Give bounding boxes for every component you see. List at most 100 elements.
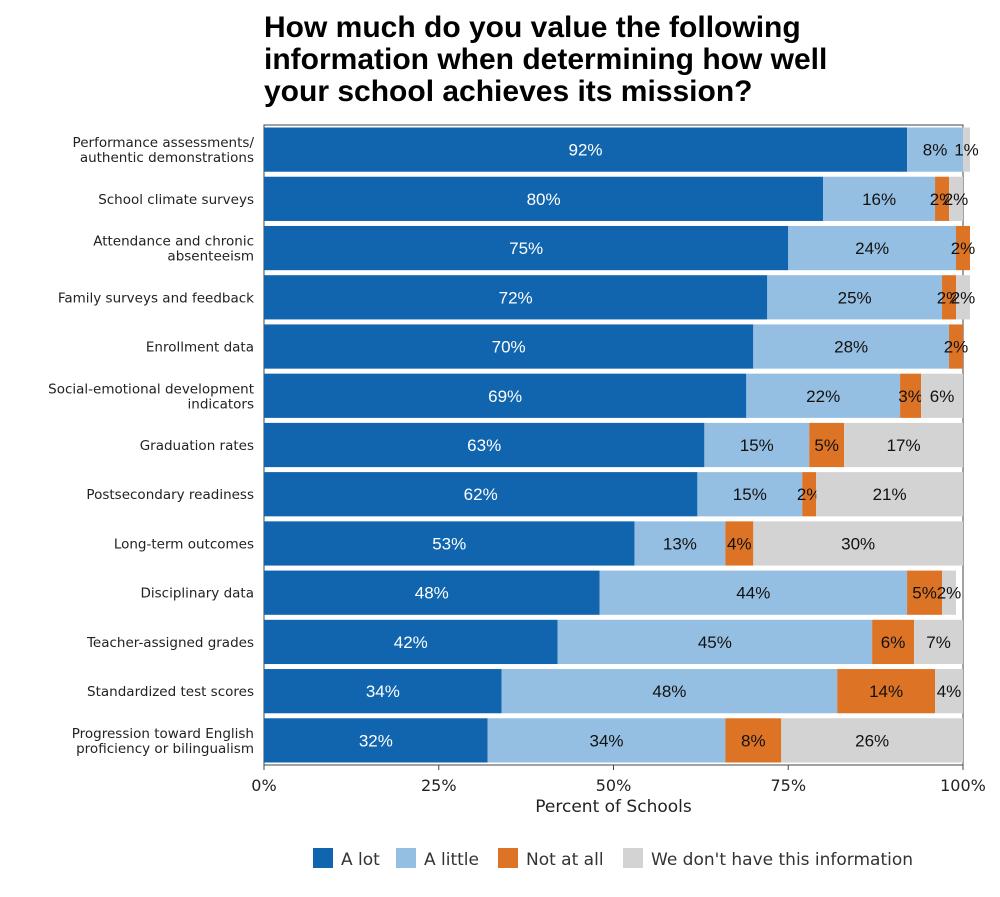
bar-segment	[753, 324, 950, 369]
bar-segment	[816, 472, 963, 517]
x-tick-label: 50%	[596, 776, 632, 795]
data-label: 63%	[467, 436, 501, 455]
data-label: 24%	[855, 239, 889, 258]
category-label: Postsecondary readiness	[86, 487, 254, 503]
bar-segment	[823, 176, 936, 221]
bars: 92% 8% 1%80% 16% 2%2%75% 24% 2%72% 25% 2%2%70% 28…	[263, 124, 979, 766]
data-label: 14%	[869, 682, 903, 701]
category-labels: Performance assessments/authentic demons…	[48, 135, 254, 757]
bar-segment	[935, 176, 950, 221]
bar-segment	[634, 521, 726, 566]
bar-segment	[264, 521, 635, 566]
legend-swatch	[498, 848, 518, 868]
bar-segment	[264, 669, 502, 714]
category-label: Family surveys and feedback	[58, 290, 254, 306]
x-tick-label: 25%	[421, 776, 457, 795]
bar-segment	[697, 472, 803, 517]
data-label: 22%	[806, 387, 840, 406]
bar-segment	[914, 619, 963, 665]
category-label: Long-term outcomes	[114, 536, 254, 552]
bar-segment	[264, 225, 789, 271]
legend-swatch	[623, 848, 643, 868]
data-label: 48%	[652, 682, 686, 701]
bar-segment	[949, 176, 963, 221]
data-label: 69%	[488, 387, 522, 406]
data-label: 34%	[366, 682, 400, 701]
category-label: Teacher-assigned grades	[86, 635, 254, 651]
bar-segment	[264, 422, 705, 468]
data-label: 80%	[527, 190, 561, 209]
legend-swatch	[396, 848, 416, 868]
category-label: proficiency or bilingualism	[76, 741, 254, 757]
bar-segment	[264, 718, 488, 763]
data-label: 2%	[797, 485, 822, 504]
bar-segment	[781, 718, 963, 763]
data-label: 6%	[930, 387, 955, 406]
bar-segment	[264, 176, 824, 221]
data-label: 92%	[569, 141, 603, 160]
bar-segment	[264, 275, 768, 320]
data-label: 48%	[415, 584, 449, 603]
legend-label: We don't have this information	[651, 850, 913, 870]
data-label: 2%	[944, 190, 969, 209]
data-label: 5%	[814, 436, 839, 455]
legend-label: A lot	[341, 850, 380, 870]
category-label: Progression toward English	[72, 726, 254, 742]
bar-segment	[704, 422, 810, 468]
category-label: Social-emotional development	[48, 381, 254, 397]
data-label: 34%	[589, 731, 623, 750]
x-tick-label: 0%	[251, 776, 276, 795]
data-label: 1%	[954, 141, 979, 160]
bar-segment	[487, 718, 726, 763]
bar-segment	[963, 127, 970, 172]
bar-segment	[837, 669, 936, 714]
data-label: 26%	[855, 731, 889, 750]
bar-segment	[942, 570, 957, 615]
bar-segment	[956, 275, 970, 320]
data-label: 17%	[887, 436, 921, 455]
data-label: 6%	[881, 633, 906, 652]
category-label: Graduation rates	[140, 438, 254, 454]
bar-segment	[844, 422, 963, 468]
category-label: Disciplinary data	[141, 586, 255, 602]
data-label: 2%	[951, 239, 976, 258]
bar-segment	[935, 669, 963, 714]
chart-title: How much do you value the followinginfor…	[264, 11, 827, 108]
category-label: authentic demonstrations	[80, 150, 254, 166]
bar-segment	[501, 669, 838, 714]
bar-segment	[264, 324, 754, 369]
bar-segment	[753, 521, 963, 566]
bar-segment	[557, 619, 873, 665]
bar-segment	[872, 619, 915, 665]
data-label: 2%	[951, 288, 976, 307]
data-label: 2%	[937, 584, 962, 603]
bar-segment	[907, 127, 963, 172]
bar-segment	[900, 373, 922, 418]
category-label: absenteeism	[167, 249, 254, 265]
bar-segment	[956, 225, 970, 271]
bar-segment	[788, 225, 957, 271]
category-label: School climate surveys	[98, 192, 254, 208]
data-label: 62%	[464, 485, 498, 504]
category-label: Attendance and chronic	[93, 234, 254, 250]
data-label: 25%	[838, 288, 872, 307]
chart-title-line: How much do you value the following	[264, 11, 801, 44]
bar-segment	[599, 570, 908, 615]
legend-label: Not at all	[526, 850, 604, 870]
x-axis-title: Percent of Schools	[535, 797, 692, 817]
data-label: 2%	[930, 190, 955, 209]
data-label: 2%	[944, 338, 969, 357]
category-label: Standardized test scores	[87, 684, 254, 700]
data-label: 28%	[834, 338, 868, 357]
legend: A lot A little Not at all We don't have thi…	[313, 848, 913, 870]
data-label: 42%	[394, 633, 428, 652]
data-label: 5%	[912, 584, 937, 603]
data-label: 8%	[741, 731, 766, 750]
legend-swatch	[313, 848, 333, 868]
data-label: 16%	[862, 190, 896, 209]
data-label: 8%	[923, 141, 948, 160]
bar-segment	[264, 570, 600, 615]
x-axis: 0% 25% 50% 75% 100% Percent of Schools	[251, 765, 986, 817]
data-label: 53%	[432, 534, 466, 553]
